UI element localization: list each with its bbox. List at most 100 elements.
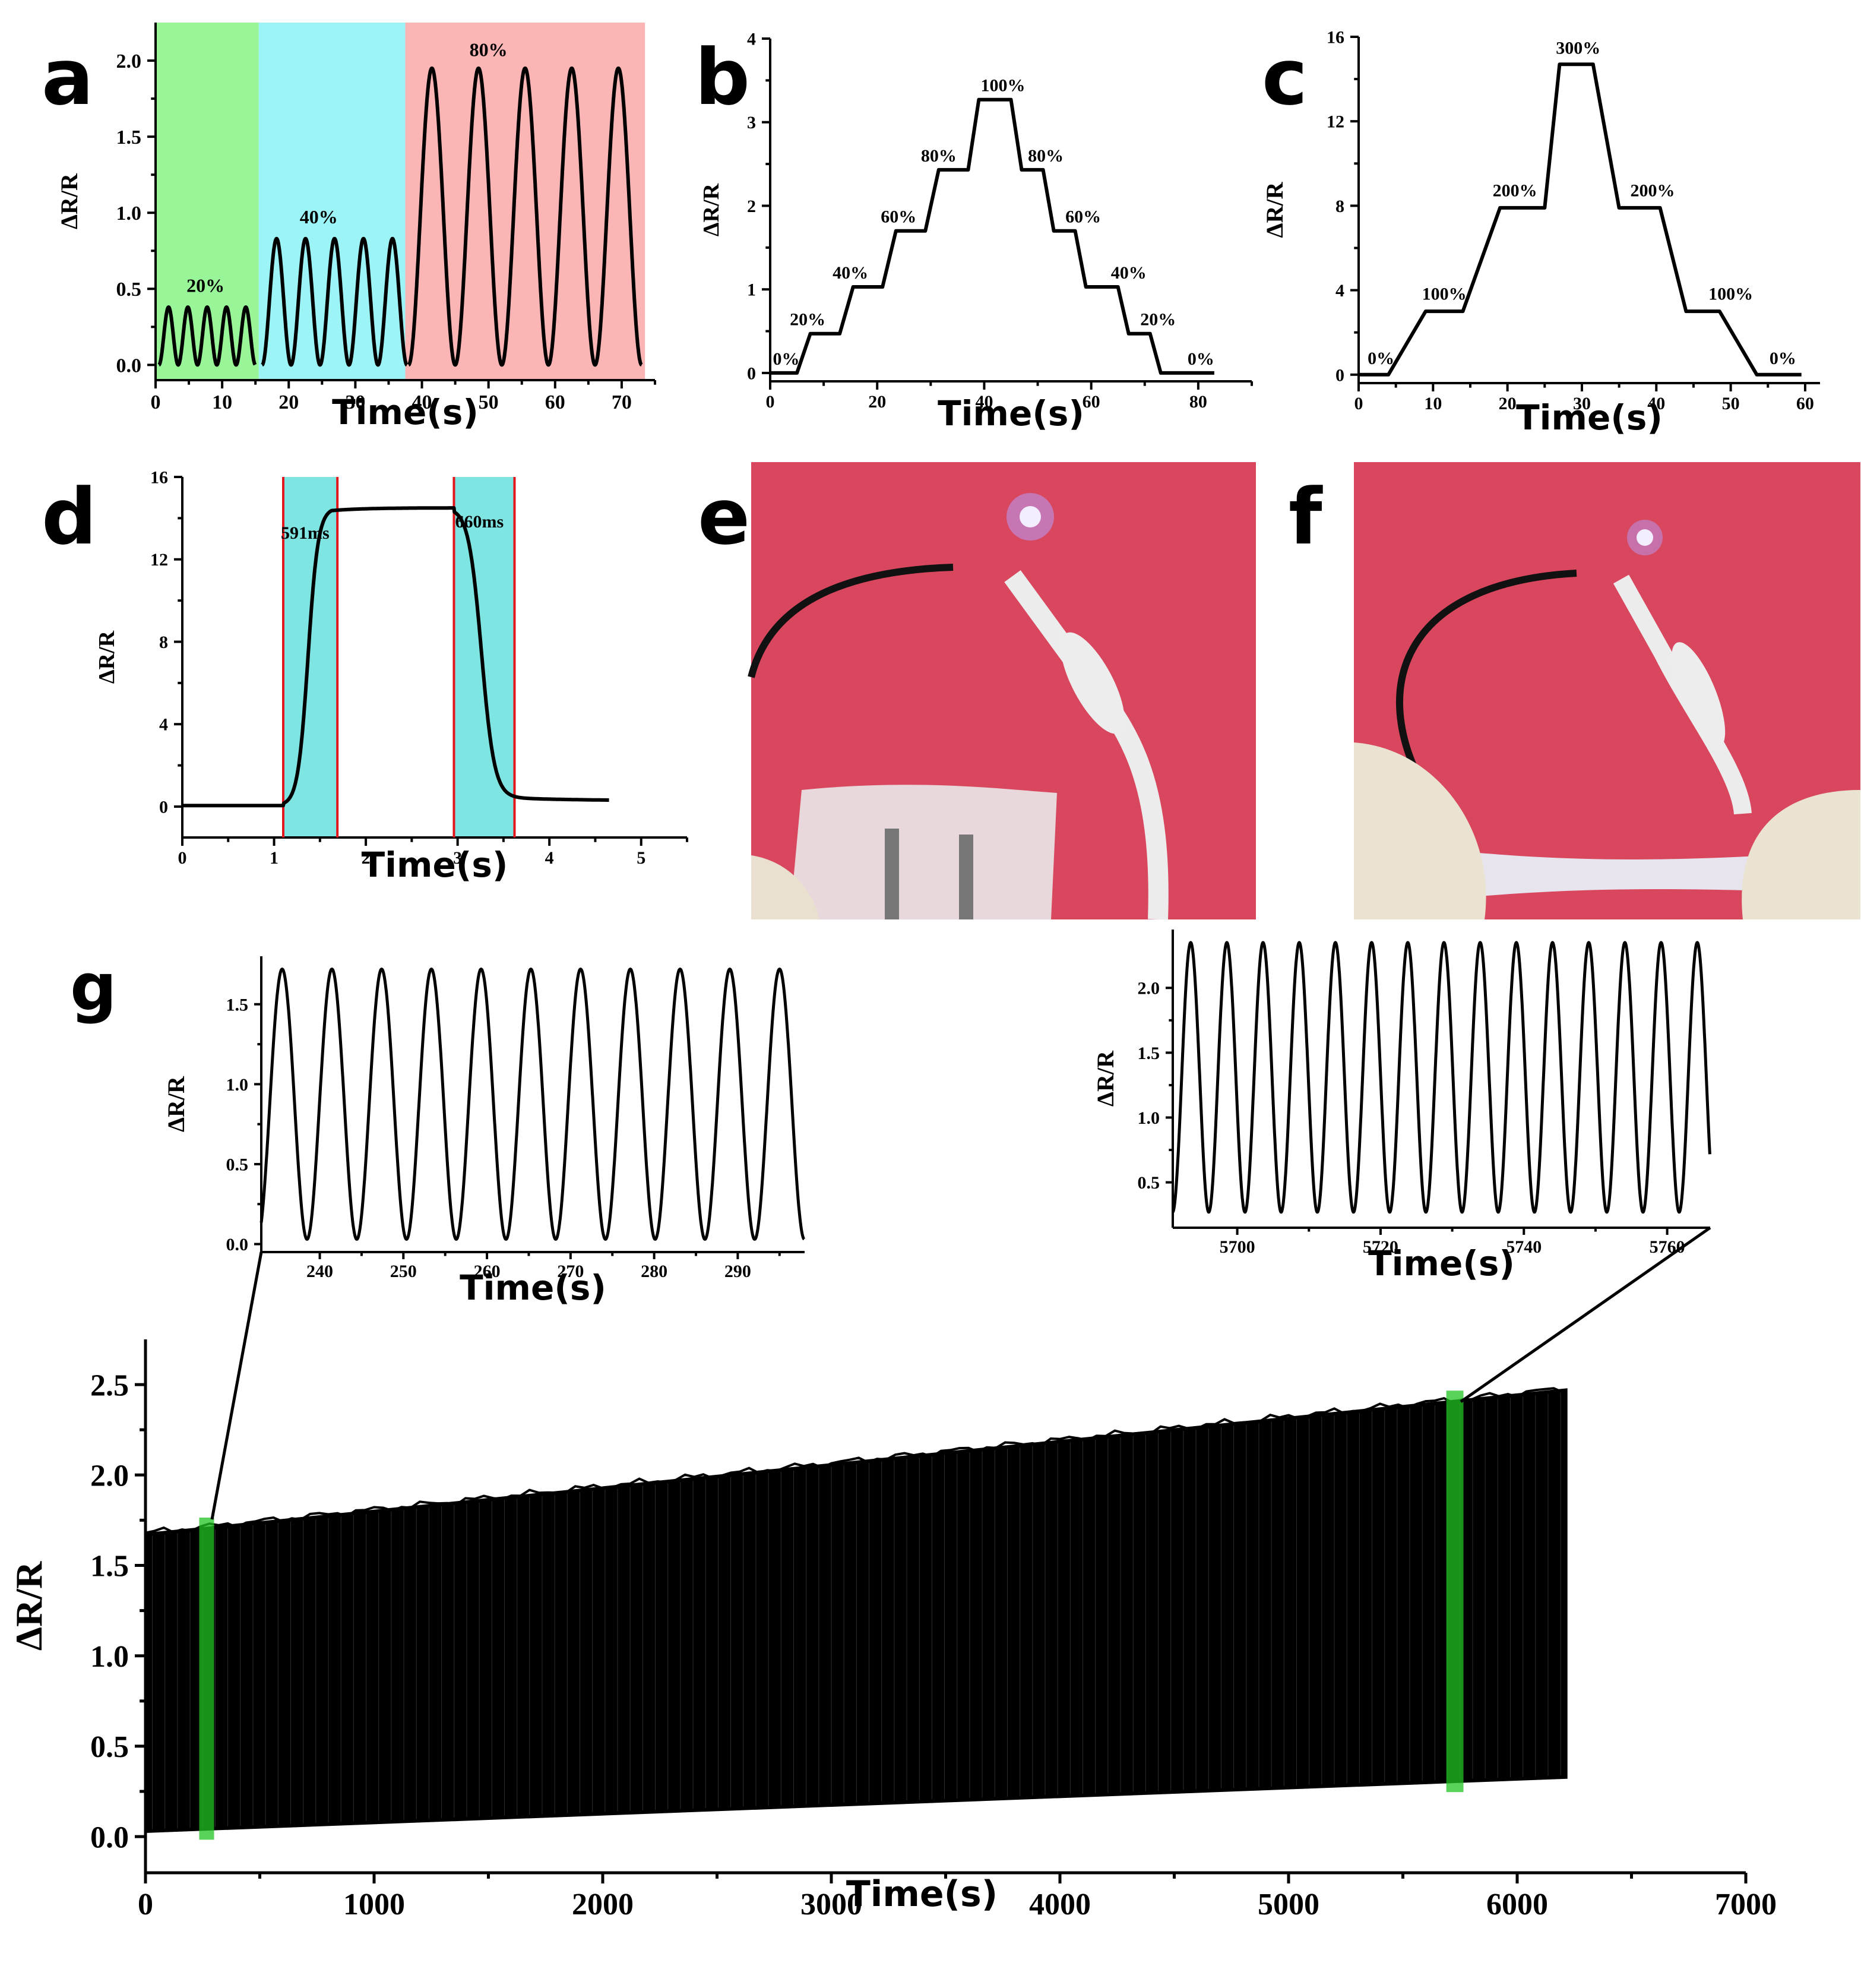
x-axis-title: Time(s) [460, 1268, 606, 1308]
panel-label-d: d [42, 472, 97, 562]
x-tick-label: 60 [1083, 392, 1100, 412]
response-curve [181, 506, 610, 808]
y-axis-title: ΔR/R [699, 183, 724, 236]
x-tick-label: 20 [278, 391, 299, 413]
photo-e-electrode-1 [885, 829, 899, 919]
x-tick-label: 0 [151, 391, 161, 413]
shaded-region [258, 23, 406, 380]
y-tick-label: 0.5 [90, 1730, 129, 1764]
x-tick-label: 5 [637, 848, 645, 868]
strain-annotation: 0% [1368, 349, 1394, 368]
envelope-top-edge [145, 1387, 1564, 1534]
x-tick-label: 20 [1499, 394, 1517, 413]
y-tick-label: 1.5 [116, 127, 142, 148]
y-tick-label: 0.5 [1138, 1173, 1160, 1193]
y-tick-label: 3 [747, 113, 756, 132]
x-tick-label: 250 [390, 1262, 417, 1281]
strain-annotation: 80% [470, 39, 508, 60]
x-tick-label: 30 [1573, 394, 1591, 413]
y-axis-title: ΔR/R [163, 1076, 189, 1132]
panel-label-g: g [70, 949, 117, 1025]
x-tick-label: 40 [412, 391, 432, 413]
x-tick-label: 1000 [343, 1888, 405, 1921]
x-tick-label: 50 [479, 391, 499, 413]
x-tick-label: 4000 [1029, 1888, 1091, 1921]
series-line-2 [407, 66, 643, 367]
chart-g-inset-right: 5700 5720 5740 5760 0.5 1.0 1.5 2.0 Time(s) ΔR/R [1092, 930, 1711, 1284]
y-tick-label: 0.0 [116, 355, 142, 377]
connector-left [210, 1251, 263, 1520]
strain-annotation: 200% [1493, 181, 1537, 200]
panel-label-f: f [1289, 472, 1323, 562]
y-tick-label: 8 [1335, 197, 1344, 216]
x-tick-label: 5700 [1220, 1237, 1255, 1257]
strain-annotation: 80% [921, 146, 957, 166]
chart-a: 0 10 20 30 40 50 60 70 0.0 0.5 1.0 1.5 2.0 Time(s) ΔR/… [56, 23, 656, 432]
strain-annotation: 100% [1422, 285, 1467, 304]
photo-e-clip [1061, 632, 1125, 734]
x-axis-title: Time(s) [938, 393, 1084, 434]
x-axis-title: Time(s) [1516, 397, 1663, 438]
zoom-connectors [210, 1226, 1711, 1520]
rise-region [283, 477, 338, 837]
x-tick-label: 40 [975, 392, 993, 412]
strain-annotation: 0% [773, 349, 800, 369]
x-tick-label: 260 [474, 1262, 501, 1281]
photo-e-led [1020, 506, 1041, 527]
x-axis-title: Time(s) [846, 1873, 998, 1915]
photo-e-electrode-2 [959, 835, 973, 919]
y-tick-label: 1.5 [90, 1550, 129, 1584]
x-axis-title: Time(s) [332, 392, 479, 432]
x-tick-label: 4 [545, 848, 554, 868]
y-tick-label: 2.5 [90, 1368, 129, 1402]
x-tick-label: 60 [545, 391, 565, 413]
y-tick-label: 0.0 [90, 1821, 129, 1854]
y-tick-label: 1 [747, 280, 756, 300]
x-tick-label: 40 [1647, 394, 1665, 413]
y-tick-label: 1.5 [226, 995, 249, 1014]
photo-f-clip [1671, 642, 1726, 748]
y-tick-label: 1.0 [1138, 1108, 1160, 1128]
photo-f-left-glove [1354, 742, 1486, 919]
x-tick-label: 5720 [1363, 1237, 1398, 1257]
strain-annotation: 20% [1140, 310, 1176, 330]
x-tick-label: 60 [1796, 394, 1814, 413]
x-tick-label: 7000 [1715, 1888, 1777, 1921]
connector-right [1460, 1226, 1711, 1404]
photo-f-black-wire [1396, 570, 1577, 792]
series-line-1 [261, 236, 409, 367]
y-axis-title: ΔR/R [1261, 181, 1288, 238]
x-tick-label: 5760 [1650, 1237, 1685, 1257]
cyclic-wave [1171, 941, 1711, 1214]
recovery-time-label: 660ms [455, 512, 504, 532]
y-tick-label: 16 [150, 468, 168, 488]
series-line-0 [157, 305, 257, 367]
strain-annotation: 80% [1028, 146, 1064, 166]
strain-annotation: 60% [1065, 207, 1101, 227]
x-tick-label: 2000 [572, 1888, 634, 1921]
strain-annotation: 0% [1188, 349, 1214, 369]
strain-annotation: 60% [881, 207, 916, 227]
y-tick-label: 2.0 [116, 50, 142, 72]
y-tick-label: 2.0 [90, 1459, 129, 1493]
y-tick-label: 0 [747, 364, 756, 383]
panel-label-a: a [42, 32, 94, 122]
strain-annotation: 0% [1770, 349, 1796, 368]
x-axis-title: Time(s) [362, 845, 508, 885]
strain-annotation: 20% [790, 310, 825, 330]
strain-annotation: 300% [1556, 38, 1600, 58]
x-tick-label: 270 [557, 1262, 584, 1281]
strain-annotation: 40% [833, 263, 868, 283]
x-tick-label: 30 [345, 391, 365, 413]
x-tick-label: 50 [1722, 394, 1740, 413]
y-tick-label: 2.0 [1138, 979, 1160, 998]
y-tick-label: 8 [159, 633, 168, 652]
y-tick-label: 0.5 [116, 279, 142, 301]
step-curve [770, 97, 1214, 375]
response-time-label: 591ms [281, 523, 330, 543]
y-tick-label: 1.5 [1138, 1044, 1160, 1063]
zoom-highlight-0 [199, 1518, 214, 1840]
strain-annotation: 20% [186, 274, 224, 296]
y-axis-title: ΔR/R [8, 1561, 50, 1651]
